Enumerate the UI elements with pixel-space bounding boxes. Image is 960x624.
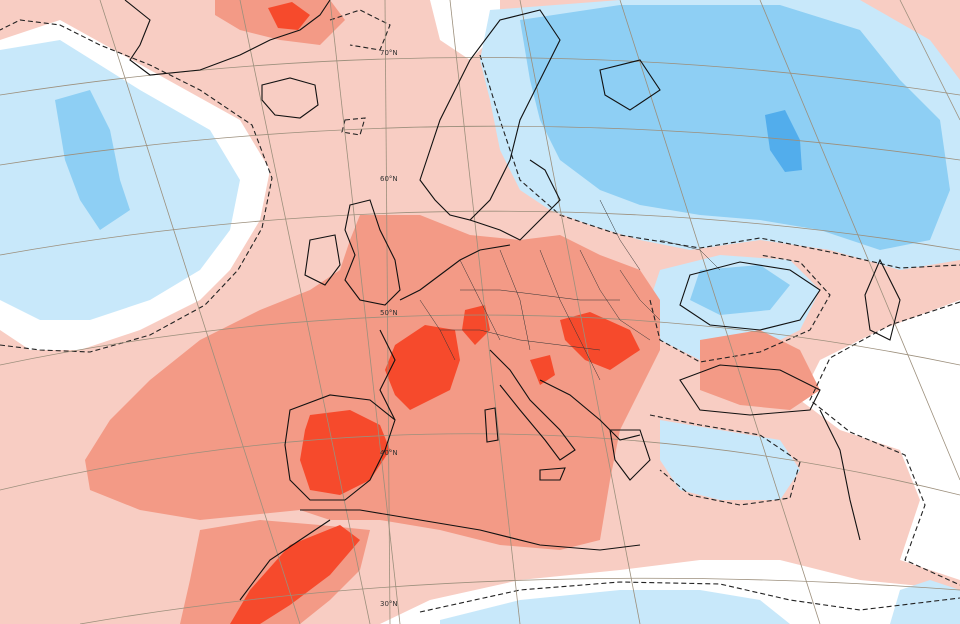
neutral-region-north — [430, 0, 500, 60]
strong-positive-region-france — [385, 325, 460, 410]
balkans-coast — [539, 379, 641, 441]
scandinavia-coast — [419, 9, 561, 221]
greece-coast — [609, 429, 651, 481]
white-sea-coast — [599, 59, 661, 111]
north-africa-coast — [300, 509, 641, 551]
neutral-region-east — [800, 300, 960, 580]
france-west-coast — [379, 329, 396, 421]
coastlines — [124, 0, 901, 601]
atlas-coast — [239, 519, 331, 601]
iberia-coast — [284, 394, 396, 501]
moderate-negative-region-russia — [520, 5, 950, 250]
strong-positive-region-greenland-tip — [268, 2, 310, 30]
strong-positive-region-italy — [530, 355, 555, 385]
iceland-coast — [261, 77, 319, 119]
weak-negative-region-south-atlantic — [440, 590, 790, 624]
lat-label-70n: 70°N — [380, 49, 398, 57]
caspian-coast — [864, 258, 901, 341]
moderate-negative-region-greenland-sea — [55, 90, 130, 230]
country-borders — [419, 199, 721, 381]
lat-label-30n: 30°N — [380, 600, 398, 608]
moderate-positive-region-europe — [85, 215, 660, 550]
sardinia-coast — [484, 407, 499, 443]
moderate-positive-region-turkey — [700, 330, 820, 410]
british-isles-coast — [344, 199, 401, 306]
weak-negative-region-mediterranean-east — [660, 420, 800, 500]
strong-positive-region-iberia — [300, 410, 390, 495]
turkey-coast — [679, 364, 821, 416]
baltic-coast — [469, 159, 561, 241]
ireland-coast — [304, 234, 341, 286]
sicily-coast — [539, 467, 566, 481]
italy-coast — [489, 349, 576, 461]
lat-label-50n: 50°N — [380, 309, 398, 317]
greenland-coast — [124, 0, 331, 76]
strong-negative-region-volga — [765, 110, 802, 172]
lat-label-60n: 60°N — [380, 175, 398, 183]
strong-positive-region-balkans — [560, 312, 640, 370]
weak-negative-region-southeast — [890, 580, 960, 624]
moderate-negative-region-black-sea — [690, 265, 790, 315]
black-sea-coast — [679, 261, 821, 331]
strong-positive-region-morocco — [230, 525, 360, 624]
zero-contour-lines — [0, 9, 960, 613]
continent-north-coast — [399, 244, 511, 301]
lat-label-40n: 40°N — [380, 449, 398, 457]
levant-coast — [819, 409, 861, 541]
